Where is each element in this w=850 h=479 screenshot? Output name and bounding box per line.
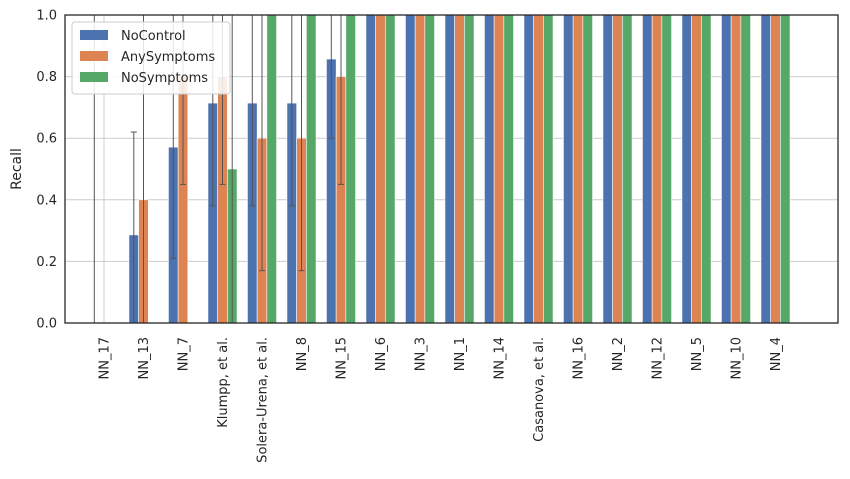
- x-tick-label: NN_13: [137, 337, 152, 380]
- bar-nosymptoms-6: [345, 14, 356, 324]
- x-tick-label: NN_4: [769, 337, 784, 371]
- bar-anysymptoms-14: [651, 14, 663, 324]
- bar-nosymptoms-8: [424, 14, 435, 324]
- bar-nocontrol-8: [405, 14, 416, 324]
- x-tick-label: NN_2: [611, 337, 626, 371]
- legend-box: [71, 21, 231, 95]
- x-tick-label: NN_3: [414, 337, 429, 371]
- bar-nosymptoms-13: [622, 14, 633, 324]
- bar-nosymptoms-11: [543, 14, 554, 324]
- bar-nosymptoms-10: [503, 14, 514, 324]
- plot-frame: [64, 14, 839, 324]
- legend-label-nocontrol: NoControl: [121, 29, 186, 44]
- bar-nocontrol-10: [484, 14, 495, 324]
- legend-label-anysymptoms: AnySymptoms: [121, 50, 215, 65]
- x-tick-label: Casanova, et al.: [532, 337, 547, 442]
- bar-nosymptoms-12: [582, 14, 593, 324]
- bar-nosymptoms-14: [661, 14, 672, 324]
- bar-nosymptoms-7: [385, 14, 396, 324]
- x-tick-labels: NN_17 NN_13 NN_7 Klumpp, et al. Solera-Urena…: [98, 337, 785, 463]
- legend: NoControl AnySymptoms NoSymptoms: [71, 21, 231, 95]
- bar-nocontrol-11: [523, 14, 534, 324]
- y-tick-label: 0.0: [36, 317, 57, 332]
- x-tick-label: NN_8: [295, 337, 310, 371]
- x-tick-label: NN_5: [690, 337, 705, 371]
- bar-nocontrol-15: [681, 14, 692, 324]
- x-tick-label: NN_17: [98, 337, 113, 380]
- bar-nosymptoms-9: [464, 14, 475, 324]
- bar-nosymptoms-5: [306, 14, 317, 324]
- bar-anysymptoms-9: [454, 14, 465, 324]
- x-tick-label: Solera-Urena, et al.: [256, 337, 271, 463]
- bar-anysymptoms-16: [730, 14, 742, 324]
- bar-anysymptoms-8: [414, 14, 426, 324]
- legend-swatch-anysymptoms: [80, 51, 108, 61]
- x-tick-label: NN_7: [177, 337, 192, 371]
- bar-anysymptoms-15: [691, 14, 702, 324]
- bar-nocontrol-9: [444, 14, 455, 324]
- y-tick-label: 1.0: [36, 9, 57, 24]
- bar-nocontrol-14: [642, 14, 653, 324]
- y-tick-label: 0.8: [36, 70, 57, 85]
- bar-nocontrol-13: [602, 14, 613, 324]
- y-tick-labels: 0.0 0.2 0.4 0.6 0.8 1.0: [36, 9, 57, 332]
- bar-anysymptoms-13: [612, 14, 623, 324]
- bar-nosymptoms-17: [780, 14, 791, 324]
- x-tick-label: NN_14: [493, 337, 508, 380]
- bar-nosymptoms-4: [266, 14, 277, 324]
- bar-anysymptoms-7: [375, 14, 386, 324]
- bar-anysymptoms-10: [493, 14, 505, 324]
- bar-nocontrol-16: [721, 14, 732, 324]
- bar-anysymptoms-12: [572, 14, 584, 324]
- bar-nocontrol-7: [365, 14, 376, 324]
- y-axis-label: Recall: [9, 148, 25, 190]
- bar-nosymptoms-16: [740, 14, 751, 324]
- legend-swatch-nocontrol: [80, 30, 108, 40]
- x-tick-label: NN_16: [572, 337, 587, 380]
- bar-anysymptoms-17: [770, 14, 781, 324]
- bar-nosymptoms-15: [701, 14, 712, 324]
- bar-anysymptoms-11: [533, 14, 544, 324]
- x-tick-label: Klumpp, et al.: [216, 337, 231, 428]
- x-tick-label: NN_6: [374, 337, 389, 371]
- legend-swatch-nosymptoms: [80, 72, 108, 82]
- y-tick-label: 0.4: [36, 193, 57, 208]
- bar-nocontrol-17: [760, 14, 771, 324]
- bar-nocontrol-12: [563, 14, 574, 324]
- y-tick-label: 0.2: [36, 255, 57, 270]
- x-tick-label: NN_15: [335, 337, 350, 380]
- x-tick-label: NN_10: [730, 337, 745, 380]
- legend-label-nosymptoms: NoSymptoms: [121, 71, 208, 86]
- x-tick-label: NN_1: [453, 337, 468, 371]
- y-tick-label: 0.6: [36, 132, 57, 147]
- x-tick-label: NN_12: [651, 337, 666, 380]
